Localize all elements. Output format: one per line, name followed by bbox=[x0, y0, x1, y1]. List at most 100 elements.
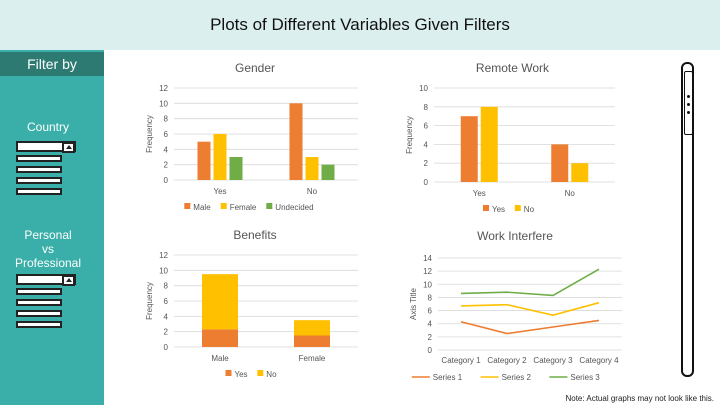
legend-label: No bbox=[524, 205, 535, 214]
page-header: Plots of Different Variables Given Filte… bbox=[0, 0, 720, 50]
country-option-1[interactable] bbox=[16, 155, 62, 162]
x-tick-label: Yes bbox=[473, 189, 486, 198]
legend-swatch bbox=[483, 205, 489, 211]
y-tick-label: 12 bbox=[159, 251, 168, 260]
y-tick-label: 8 bbox=[164, 282, 169, 291]
y-tick-label: 2 bbox=[428, 333, 433, 342]
bar bbox=[321, 164, 335, 180]
y-tick-label: 10 bbox=[423, 280, 432, 289]
chart-title: Gender bbox=[235, 61, 275, 75]
personal-professional-filter-label: Personal vs Professional bbox=[0, 228, 96, 270]
scroll-device[interactable] bbox=[681, 62, 694, 377]
scrollbar-handle[interactable] bbox=[684, 71, 693, 135]
y-tick-label: 4 bbox=[424, 140, 429, 149]
bar bbox=[460, 116, 478, 182]
x-tick-label: Female bbox=[299, 354, 326, 363]
pp-option-2[interactable] bbox=[16, 299, 62, 306]
bar bbox=[197, 141, 211, 180]
x-tick-label: Category 1 bbox=[441, 356, 481, 365]
grip-dot-icon bbox=[687, 111, 690, 114]
legend-swatch bbox=[184, 203, 191, 209]
bar bbox=[551, 144, 569, 182]
grip-dot-icon bbox=[687, 95, 690, 98]
legend-label: Series 1 bbox=[433, 373, 463, 382]
legend-label: Yes bbox=[492, 205, 505, 214]
country-select-box[interactable] bbox=[16, 141, 76, 153]
bar-segment bbox=[202, 329, 238, 347]
y-tick-label: 4 bbox=[164, 312, 169, 321]
bar bbox=[229, 157, 243, 180]
x-tick-label: No bbox=[307, 187, 318, 196]
filter-label-line-2: vs bbox=[42, 242, 54, 256]
filter-sidebar bbox=[0, 50, 104, 405]
remote-work-chart: Remote Work 0 2 4 6 8 10 Frequency Yes No Yes No bbox=[405, 61, 615, 214]
x-tick-label: Category 4 bbox=[579, 356, 619, 365]
y-tick-label: 8 bbox=[164, 115, 169, 124]
y-tick-label: 14 bbox=[423, 254, 432, 263]
country-option-2[interactable] bbox=[16, 166, 62, 173]
benefits-chart: Benefits 0 2 4 6 8 10 12 Frequency Male Female Yes N… bbox=[145, 228, 358, 379]
y-axis-label: Frequency bbox=[145, 282, 154, 320]
y-tick-label: 0 bbox=[428, 346, 433, 355]
y-tick-label: 2 bbox=[164, 328, 169, 337]
y-tick-label: 0 bbox=[164, 343, 169, 352]
country-filter-label: Country bbox=[26, 120, 70, 134]
legend-label: No bbox=[266, 370, 277, 379]
legend-label: Series 2 bbox=[502, 373, 532, 382]
chart-title: Remote Work bbox=[476, 61, 550, 75]
country-option-3[interactable] bbox=[16, 177, 62, 184]
y-tick-label: 10 bbox=[419, 84, 428, 93]
y-tick-label: 12 bbox=[159, 84, 168, 93]
bar bbox=[571, 163, 589, 182]
bar-segment bbox=[294, 335, 330, 347]
legend-swatch bbox=[257, 370, 264, 376]
legend-label: Female bbox=[230, 203, 257, 212]
page-title: Plots of Different Variables Given Filte… bbox=[210, 15, 510, 34]
pp-option-3[interactable] bbox=[16, 310, 62, 317]
legend-label: Series 3 bbox=[570, 373, 600, 382]
y-tick-label: 12 bbox=[423, 267, 432, 276]
legend-swatch bbox=[225, 370, 232, 376]
legend-label: Yes bbox=[235, 370, 248, 379]
legend-swatch bbox=[266, 203, 273, 209]
y-tick-label: 6 bbox=[164, 130, 169, 139]
caret-up-icon bbox=[66, 145, 72, 149]
gender-chart: Gender 0 2 4 6 8 10 12 Frequency Yes No Male Female U… bbox=[145, 61, 358, 212]
y-axis-label: Frequency bbox=[145, 115, 154, 153]
x-tick-label: No bbox=[565, 189, 576, 198]
grip-dot-icon bbox=[687, 103, 690, 106]
x-tick-label: Category 2 bbox=[487, 356, 527, 365]
y-axis-label: Axis Title bbox=[409, 287, 418, 320]
y-tick-label: 10 bbox=[159, 99, 168, 108]
series-line bbox=[460, 268, 600, 297]
y-tick-label: 0 bbox=[424, 178, 429, 187]
y-tick-label: 2 bbox=[164, 161, 169, 170]
y-tick-label: 8 bbox=[428, 293, 433, 302]
x-tick-label: Category 3 bbox=[533, 356, 573, 365]
y-tick-label: 6 bbox=[424, 122, 429, 131]
personal-professional-dropdown-button[interactable] bbox=[62, 275, 75, 286]
bar bbox=[213, 134, 227, 180]
bar bbox=[480, 106, 498, 182]
pp-option-1[interactable] bbox=[16, 288, 62, 295]
y-tick-label: 2 bbox=[424, 159, 429, 168]
pp-option-4[interactable] bbox=[16, 321, 62, 328]
filter-by-heading: Filter by bbox=[0, 52, 104, 76]
x-tick-label: Male bbox=[211, 354, 229, 363]
bar bbox=[305, 157, 319, 180]
y-tick-label: 4 bbox=[164, 145, 169, 154]
y-tick-label: 6 bbox=[428, 307, 433, 316]
legend-label: Male bbox=[193, 203, 211, 212]
filter-label-line-3: Professional bbox=[14, 256, 82, 270]
chart-title: Work Interfere bbox=[477, 229, 553, 243]
y-tick-label: 0 bbox=[164, 176, 169, 185]
bar-segment bbox=[202, 274, 238, 330]
y-tick-label: 8 bbox=[424, 103, 429, 112]
filter-label-line-1: Personal bbox=[24, 228, 72, 242]
bar bbox=[289, 103, 303, 180]
legend-swatch bbox=[514, 205, 521, 211]
country-dropdown-button[interactable] bbox=[62, 142, 75, 153]
y-axis-label: Frequency bbox=[405, 116, 414, 154]
country-option-4[interactable] bbox=[16, 188, 62, 195]
personal-professional-select-box[interactable] bbox=[16, 274, 76, 286]
